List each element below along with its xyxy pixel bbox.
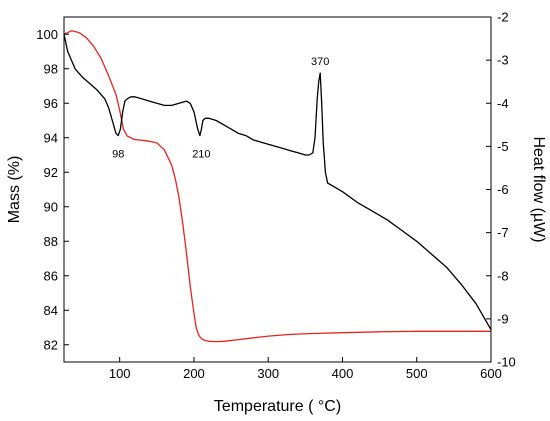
y-right-tick-label: -6: [497, 182, 509, 197]
y-left-tick-label: 84: [44, 303, 58, 318]
y-left-tick-label: 92: [44, 165, 58, 180]
x-tick-label: 600: [480, 366, 502, 381]
y-left-tick-label: 88: [44, 234, 58, 249]
peak-annotation: 98: [112, 149, 124, 161]
y-left-tick-label: 94: [44, 130, 58, 145]
y-right-tick-label: -7: [497, 225, 509, 240]
series-layer: [63, 30, 492, 343]
y-left-tick-label: 86: [44, 268, 58, 283]
y-right-tick-label: -4: [497, 96, 509, 111]
peak-annotation: 370: [311, 56, 329, 68]
plot-frame: [63, 16, 492, 363]
x-tick-label: 200: [183, 366, 205, 381]
x-tick-label: 300: [257, 366, 279, 381]
y-left-tick-label: 90: [44, 199, 58, 214]
y-left-tick-label: 98: [44, 61, 58, 76]
ticks-layer: 100 200 300 400 500 600 82 84 86 88 90 92 94 96 98 100 -…: [36, 10, 516, 382]
y-right-tick-label: -2: [497, 10, 509, 25]
y-left-tick-label: 100: [36, 27, 58, 42]
y-right-tick-label: -10: [497, 355, 516, 370]
y-left-tick-label: 82: [44, 337, 58, 352]
series-line-mass: [63, 30, 491, 343]
series-line-heat-flow: [63, 34, 492, 331]
y-left-tick-label: 96: [44, 96, 58, 111]
x-tick-label: 100: [109, 366, 131, 381]
annotation-layer: 98 210 370: [112, 56, 329, 161]
y-right-tick-label: -3: [497, 53, 509, 68]
y-right-tick-label: -8: [497, 268, 509, 283]
x-tick-label: 500: [406, 366, 428, 381]
y-right-tick-label: -9: [497, 311, 509, 326]
y-left-axis-title: Mass (%): [6, 156, 23, 224]
x-tick-label: 400: [332, 366, 354, 381]
y-right-tick-label: -5: [497, 139, 509, 154]
x-axis-title: Temperature ( °C): [214, 398, 341, 415]
peak-annotation: 210: [192, 149, 210, 161]
y-right-axis-title: Heat flow (µW): [530, 136, 547, 242]
